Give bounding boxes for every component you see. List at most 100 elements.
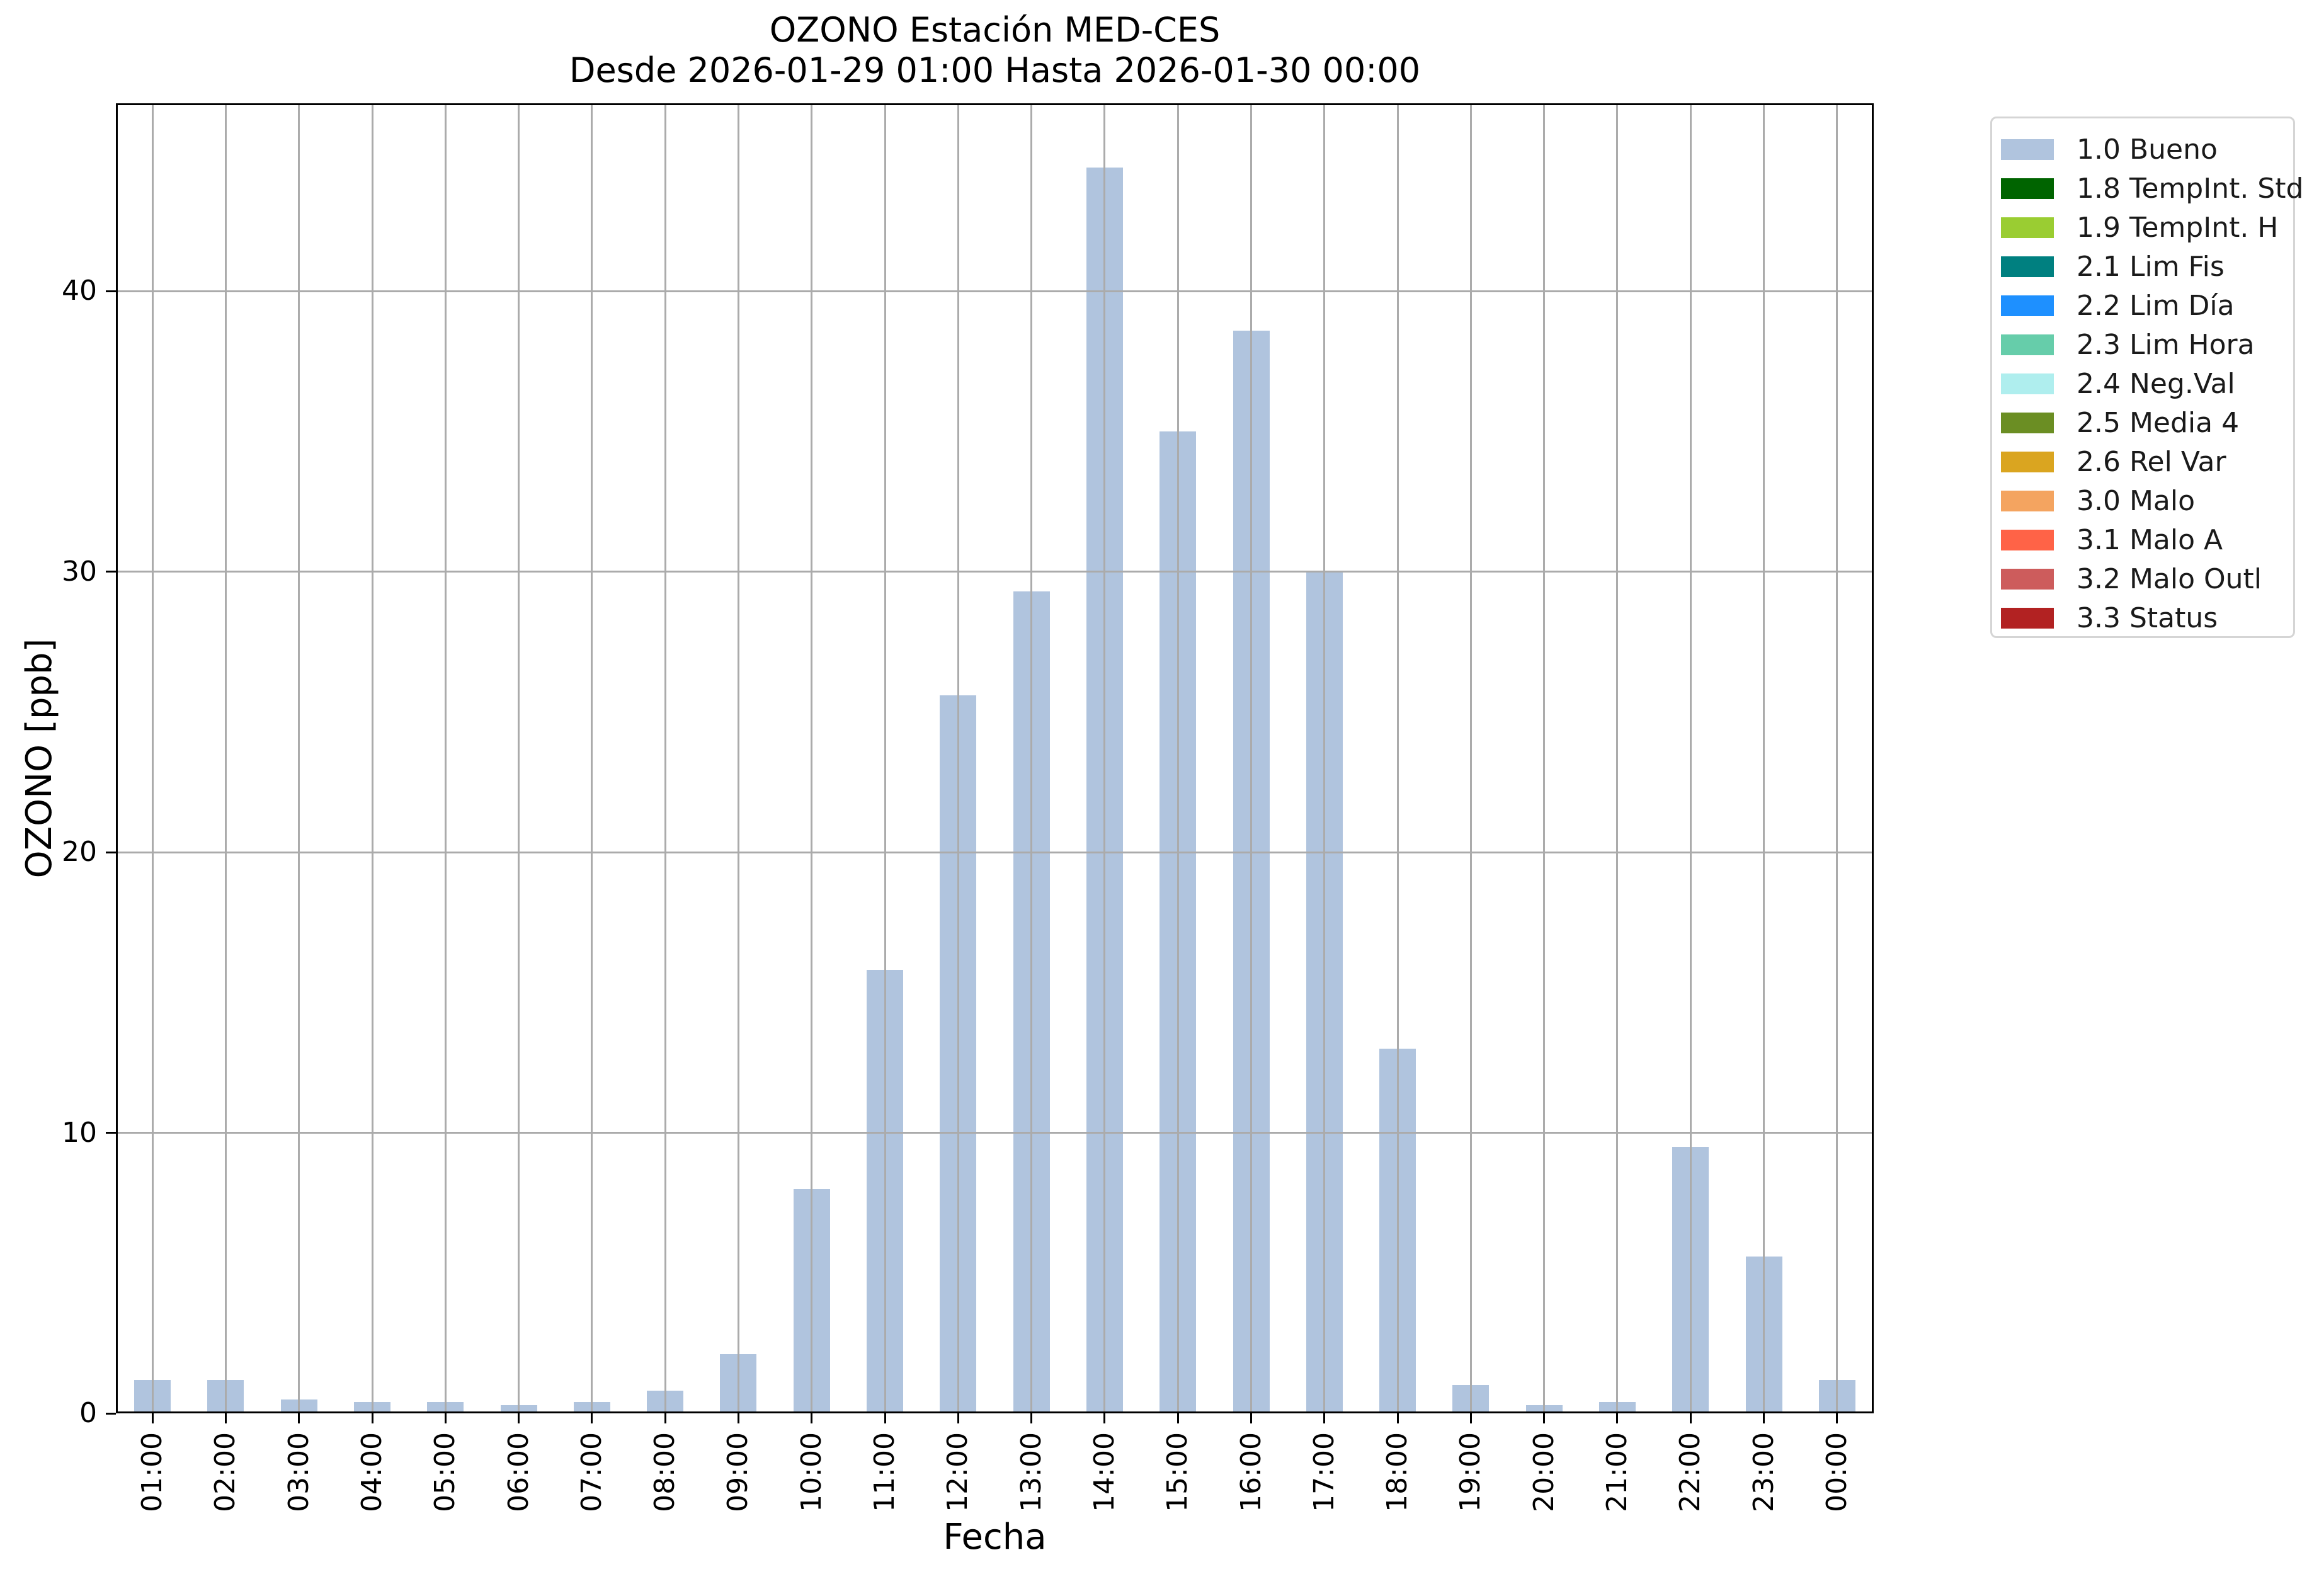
x-tick-label-18:00: 18:00 [1381,1432,1414,1512]
legend: 1.0 Bueno 1.8 TempInt. Std 1.9 TempInt. H 2… [1990,117,2303,638]
y-tick-label-30: 30 [62,555,97,588]
legend-item-1.9-tempint.-h: 1.9 TempInt. H [2001,208,2293,247]
x-tick-label-14:00: 14:00 [1088,1432,1120,1512]
x-tick-label-17:00: 17:00 [1308,1432,1340,1512]
legend-item-3.1-malo-a: 3.1 Malo A [2001,520,2293,559]
legend-item-2.5-media-4: 2.5 Media 4 [2001,403,2293,442]
legend-swatch-icon [2001,217,2054,238]
y-tick-label-20: 20 [62,836,97,869]
vertical-gridline-03:00 [298,103,300,1413]
vertical-gridline-08:00 [664,103,666,1413]
x-tick-mark-06:00 [518,1413,520,1423]
vertical-gridline-14:00 [1103,103,1106,1413]
vertical-gridline-13:00 [1030,103,1033,1413]
x-tick-label-20:00: 20:00 [1527,1432,1560,1512]
x-tick-mark-19:00 [1469,1413,1472,1423]
x-tick-mark-21:00 [1616,1413,1619,1423]
x-tick-mark-04:00 [371,1413,373,1423]
x-tick-label-12:00: 12:00 [942,1432,974,1512]
x-tick-label-13:00: 13:00 [1015,1432,1047,1512]
x-tick-mark-05:00 [444,1413,447,1423]
x-tick-label-05:00: 05:00 [429,1432,462,1512]
x-tick-mark-15:00 [1177,1413,1179,1423]
vertical-gridline-09:00 [737,103,739,1413]
x-tick-mark-18:00 [1396,1413,1399,1423]
legend-item-3.3-status: 3.3 Status [2001,598,2293,637]
vertical-gridline-02:00 [224,103,227,1413]
legend-swatch-icon [2001,373,2054,394]
horizontal-gridline-40 [116,290,1874,292]
x-tick-label-04:00: 04:00 [356,1432,389,1512]
x-tick-label-09:00: 09:00 [722,1432,755,1512]
vertical-gridline-15:00 [1177,103,1179,1413]
legend-item-3.0-malo: 3.0 Malo [2001,481,2293,520]
legend-label: 1.0 Bueno [2077,133,2218,166]
legend-label: 2.2 Lim Día [2077,289,2235,322]
legend-label: 3.2 Malo Outl [2077,562,2262,595]
horizontal-gridline-30 [116,571,1874,573]
y-tick-mark-40 [106,290,116,292]
x-tick-label-22:00: 22:00 [1674,1432,1707,1512]
x-tick-mark-14:00 [1103,1413,1106,1423]
vertical-gridline-10:00 [811,103,813,1413]
vertical-gridline-22:00 [1689,103,1692,1413]
legend-swatch-icon [2001,334,2054,355]
x-tick-label-01:00: 01:00 [136,1432,169,1512]
legend-item-2.3-lim-hora: 2.3 Lim Hora [2001,325,2293,364]
x-tick-mark-08:00 [664,1413,666,1423]
legend-label: 2.1 Lim Fis [2077,250,2225,283]
x-tick-label-07:00: 07:00 [575,1432,608,1512]
x-tick-mark-16:00 [1250,1413,1253,1423]
legend-item-2.1-lim-fis: 2.1 Lim Fis [2001,247,2293,286]
legend-item-3.2-malo-outl: 3.2 Malo Outl [2001,559,2293,598]
legend-label: 2.4 Neg.Val [2077,367,2235,400]
legend-label: 1.8 TempInt. Std [2077,172,2304,205]
x-tick-mark-12:00 [957,1413,959,1423]
vertical-gridline-06:00 [518,103,520,1413]
legend-swatch-icon [2001,256,2054,277]
vertical-gridline-07:00 [591,103,593,1413]
vertical-gridline-19:00 [1469,103,1472,1413]
legend-label: 3.0 Malo [2077,484,2196,517]
legend-label: 2.3 Lim Hora [2077,328,2255,361]
vertical-gridline-01:00 [151,103,154,1413]
x-tick-mark-07:00 [591,1413,593,1423]
legend-label: 2.6 Rel Var [2077,445,2226,478]
x-tick-label-06:00: 06:00 [502,1432,535,1512]
x-tick-label-10:00: 10:00 [795,1432,828,1512]
legend-item-2.4-neg.val: 2.4 Neg.Val [2001,364,2293,403]
vertical-gridline-21:00 [1616,103,1619,1413]
axes-frame [116,103,1874,1413]
x-tick-label-03:00: 03:00 [282,1432,315,1512]
x-tick-mark-17:00 [1323,1413,1326,1423]
x-tick-mark-00:00 [1836,1413,1838,1423]
legend-label: 1.9 TempInt. H [2077,211,2279,244]
legend-swatch-icon [2001,490,2054,511]
vertical-gridline-04:00 [371,103,373,1413]
x-tick-label-15:00: 15:00 [1161,1432,1194,1512]
x-tick-label-21:00: 21:00 [1600,1432,1633,1512]
x-tick-label-11:00: 11:00 [869,1432,901,1512]
legend-label: 3.1 Malo A [2077,523,2223,556]
y-tick-mark-10 [106,1132,116,1134]
y-tick-label-40: 40 [62,275,97,307]
vertical-gridline-00:00 [1836,103,1838,1413]
x-tick-mark-23:00 [1763,1413,1765,1423]
vertical-gridline-11:00 [884,103,886,1413]
x-tick-mark-09:00 [737,1413,739,1423]
legend-swatch-icon [2001,295,2054,316]
y-tick-mark-30 [106,571,116,573]
legend-item-1.8-tempint.-std: 1.8 TempInt. Std [2001,169,2303,208]
x-tick-label-00:00: 00:00 [1820,1432,1853,1512]
legend-swatch-icon [2001,529,2054,550]
y-tick-mark-0 [106,1412,116,1415]
x-tick-label-16:00: 16:00 [1234,1432,1267,1512]
chart-title: OZONO Estación MED-CES Desde 2026-01-29 … [116,10,1874,91]
x-tick-label-19:00: 19:00 [1454,1432,1487,1512]
x-tick-mark-13:00 [1030,1413,1033,1423]
legend-item-2.2-lim-d-a: 2.2 Lim Día [2001,286,2293,325]
chart-title-line1: OZONO Estación MED-CES [769,10,1221,50]
x-tick-mark-10:00 [811,1413,813,1423]
x-tick-mark-20:00 [1543,1413,1546,1423]
